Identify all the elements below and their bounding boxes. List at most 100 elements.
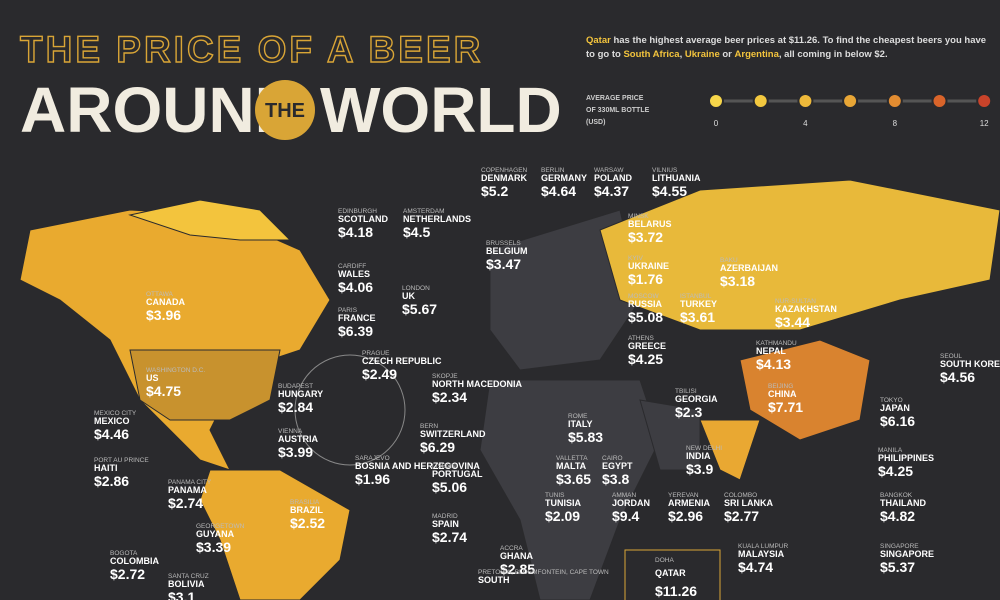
country: GEORGIA <box>675 394 718 404</box>
price: $4.56 <box>940 369 975 385</box>
city: PORT AU PRINCE <box>94 457 149 464</box>
country: SWITZERLAND <box>420 429 486 439</box>
price: $4.46 <box>94 426 129 442</box>
country: ITALY <box>568 419 593 429</box>
city: YEREVAN <box>668 492 699 499</box>
city: BANGKOK <box>880 492 913 499</box>
country: CANADA <box>146 297 185 307</box>
legend-dot <box>886 93 903 109</box>
city: BRUSSELS <box>486 240 521 247</box>
price: $1.76 <box>628 271 663 287</box>
price: $4.06 <box>338 279 373 295</box>
city: MANILA <box>878 447 903 454</box>
price: $6.16 <box>880 413 915 429</box>
price: $2.72 <box>110 566 145 582</box>
legend-dot <box>797 93 814 109</box>
country: BELGIUM <box>486 246 528 256</box>
city: OTTAWA <box>146 291 174 298</box>
country: QATAR <box>655 568 686 578</box>
city: TBILISI <box>675 388 697 395</box>
price: $6.39 <box>338 323 373 339</box>
price: $9.4 <box>612 508 639 524</box>
legend-dot <box>842 93 859 109</box>
city: COPENHAGEN <box>481 167 528 174</box>
city: VILNIUS <box>652 167 678 174</box>
price: $2.49 <box>362 366 397 382</box>
price: $4.18 <box>338 224 373 240</box>
city: BERLIN <box>541 167 565 174</box>
city: KATHMANDU <box>756 340 797 347</box>
country: HUNGARY <box>278 389 323 399</box>
legend: AVERAGE PRICE OF 330ML BOTTLE (USD) 0 4 8 12 <box>586 93 993 128</box>
africa <box>479 379 661 600</box>
country: NETHERLANDS <box>403 214 471 224</box>
country: SOUTH <box>478 575 510 585</box>
price: $2.77 <box>724 508 759 524</box>
city: KYIV <box>628 255 643 262</box>
price: $3.18 <box>720 273 755 289</box>
city: EDINBURGH <box>338 208 377 215</box>
country: BOLIVIA <box>168 579 205 589</box>
city: TUNIS <box>545 492 565 499</box>
city: MOSCOW <box>628 293 660 300</box>
price: $7.71 <box>768 399 803 415</box>
price: $5.06 <box>432 479 467 495</box>
city: BOGOTA <box>110 550 138 557</box>
city: VIENNA <box>278 428 303 435</box>
intro-segment: Qatar <box>586 35 611 46</box>
price: $3.1 <box>168 589 195 600</box>
city: GEORGETOWN <box>196 523 245 530</box>
price: $3.47 <box>486 256 521 272</box>
country: US <box>146 373 159 383</box>
country: GHANA <box>500 551 533 561</box>
legend-tick: 8 <box>893 119 898 128</box>
city: LONDON <box>402 285 430 292</box>
price: $1.96 <box>355 471 390 487</box>
price: $3.9 <box>686 461 713 477</box>
city: MINSK <box>628 213 649 220</box>
price: $2.09 <box>545 508 580 524</box>
country: SOUTH KOREA <box>940 359 1000 369</box>
title-line1: THE PRICE OF A BEER <box>20 29 483 70</box>
city: ACCRA <box>500 545 523 552</box>
city: KUALA LUMPUR <box>738 543 789 550</box>
price: $5.37 <box>880 559 915 575</box>
price: $4.37 <box>594 183 629 199</box>
country: JORDAN <box>612 498 650 508</box>
city: WARSAW <box>594 167 624 174</box>
price: $3.39 <box>196 539 231 555</box>
europe <box>489 209 641 371</box>
price: $4.25 <box>628 351 663 367</box>
city: VALLETTA <box>556 455 588 462</box>
city: ATHENS <box>628 335 655 342</box>
city: BAKU <box>720 257 738 264</box>
country: GERMANY <box>541 173 587 183</box>
country: ARMENIA <box>668 498 710 508</box>
legend-label: (USD) <box>586 119 605 126</box>
price: $2.86 <box>94 473 129 489</box>
country: MALTA <box>556 461 587 471</box>
country: RUSSIA <box>628 299 663 309</box>
legend-label: AVERAGE PRICE <box>586 95 644 102</box>
price: $11.26 <box>655 583 697 599</box>
city: MADRID <box>432 513 458 520</box>
country: PHILIPPINES <box>878 453 934 463</box>
price: $3.61 <box>680 309 715 325</box>
price: $2.74 <box>168 495 203 511</box>
intro-segment: or <box>719 49 735 60</box>
country: FRANCE <box>338 313 376 323</box>
city: PRETORIA, BLOEMFONTEIN, CAPE TOWN <box>478 569 609 576</box>
price: $4.82 <box>880 508 915 524</box>
country: CZECH REPUBLIC <box>362 356 442 366</box>
city: BEIJING <box>768 383 793 390</box>
country: BOSNIA AND HERZEGOVINA <box>355 461 480 471</box>
city: DOHA <box>655 557 674 564</box>
city: PRAGUE <box>362 350 390 357</box>
price: $2.3 <box>675 404 702 420</box>
legend-tick: 4 <box>803 119 808 128</box>
country: HAITI <box>94 463 118 473</box>
country: SINGAPORE <box>880 549 934 559</box>
price: $5.67 <box>402 301 437 317</box>
